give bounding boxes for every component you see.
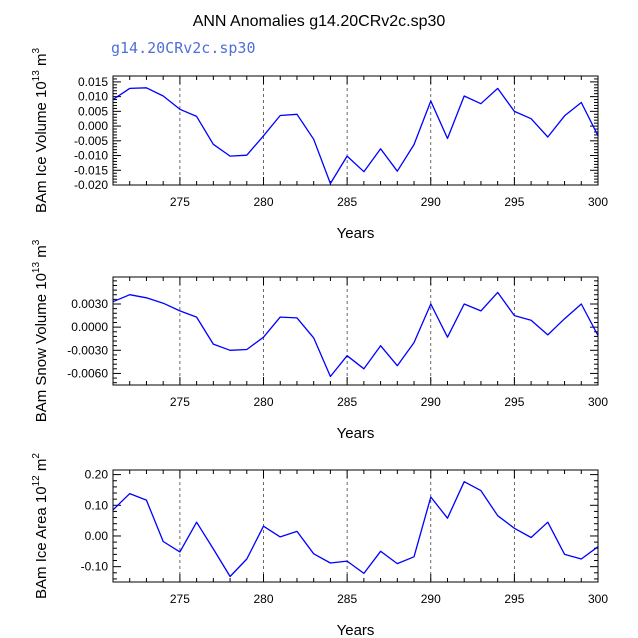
x-tick-label: 285 <box>337 195 357 209</box>
y-axis-label: BAm Snow Volume 1013 m3 <box>31 239 50 422</box>
y-tick-label: 0.0030 <box>71 297 108 311</box>
series-line <box>112 481 599 578</box>
y-tick-label: 0.010 <box>78 90 108 104</box>
x-tick-label: 300 <box>588 195 608 209</box>
y-tick-label: 0.0000 <box>71 320 108 334</box>
y-tick-label: 0.005 <box>78 104 108 118</box>
x-tick-label: 275 <box>170 195 190 209</box>
x-tick-label: 285 <box>337 592 357 606</box>
y-tick-label: 0.20 <box>85 468 109 482</box>
y-axis-label: BAm Ice Area 1012 m2 <box>31 453 50 599</box>
y-tick-label: 0.10 <box>85 498 109 512</box>
chart-title: ANN Anomalies g14.20CRv2c.sp30 <box>193 13 446 30</box>
y-tick-label: -0.0060 <box>67 366 108 380</box>
x-tick-label: 275 <box>170 395 190 409</box>
x-tick-label: 280 <box>254 395 274 409</box>
x-axis-label: Years <box>337 425 375 442</box>
x-tick-label: 300 <box>588 592 608 606</box>
x-tick-label: 290 <box>421 395 441 409</box>
x-tick-label: 280 <box>254 195 274 209</box>
x-axis-label: Years <box>337 225 375 242</box>
plot-frame <box>112 75 599 186</box>
y-tick-label: -0.020 <box>74 178 108 192</box>
x-tick-label: 295 <box>504 395 524 409</box>
y-tick-label: 0.000 <box>78 119 108 133</box>
chart-subtitle: g14.20CRv2c.sp30 <box>111 39 256 57</box>
x-tick-label: 280 <box>254 592 274 606</box>
chart-panel-1: 0.0150.0100.0050.000-0.005-0.010-0.015-0… <box>31 48 608 242</box>
y-tick-label: 0.00 <box>85 529 109 543</box>
x-tick-label: 285 <box>337 395 357 409</box>
plot-frame <box>112 276 599 386</box>
x-axis-label: Years <box>337 622 375 638</box>
y-tick-label: -0.015 <box>74 163 108 177</box>
series-line <box>112 291 599 378</box>
x-tick-label: 275 <box>170 592 190 606</box>
y-axis-label: BAm Ice Volume 1013 m3 <box>31 48 50 214</box>
y-tick-label: -0.010 <box>74 149 108 163</box>
x-tick-label: 300 <box>588 395 608 409</box>
y-tick-label: -0.0030 <box>67 343 108 357</box>
chart-panel-3: 0.20 0.10 0.00 -0.10 275 280 285 290 295 300 Years… <box>31 453 608 638</box>
plot-frame <box>112 469 599 583</box>
y-tick-label: -0.005 <box>74 134 108 148</box>
y-tick-label: -0.10 <box>81 560 109 574</box>
x-tick-label: 295 <box>504 195 524 209</box>
series-line <box>112 87 599 185</box>
x-tick-label: 290 <box>421 592 441 606</box>
x-tick-label: 295 <box>504 592 524 606</box>
chart-panel-2: 0.0030 0.0000 -0.0030 -0.0060 275 280 285 290 29… <box>31 239 608 442</box>
y-tick-label: 0.015 <box>78 75 108 89</box>
x-tick-label: 290 <box>421 195 441 209</box>
